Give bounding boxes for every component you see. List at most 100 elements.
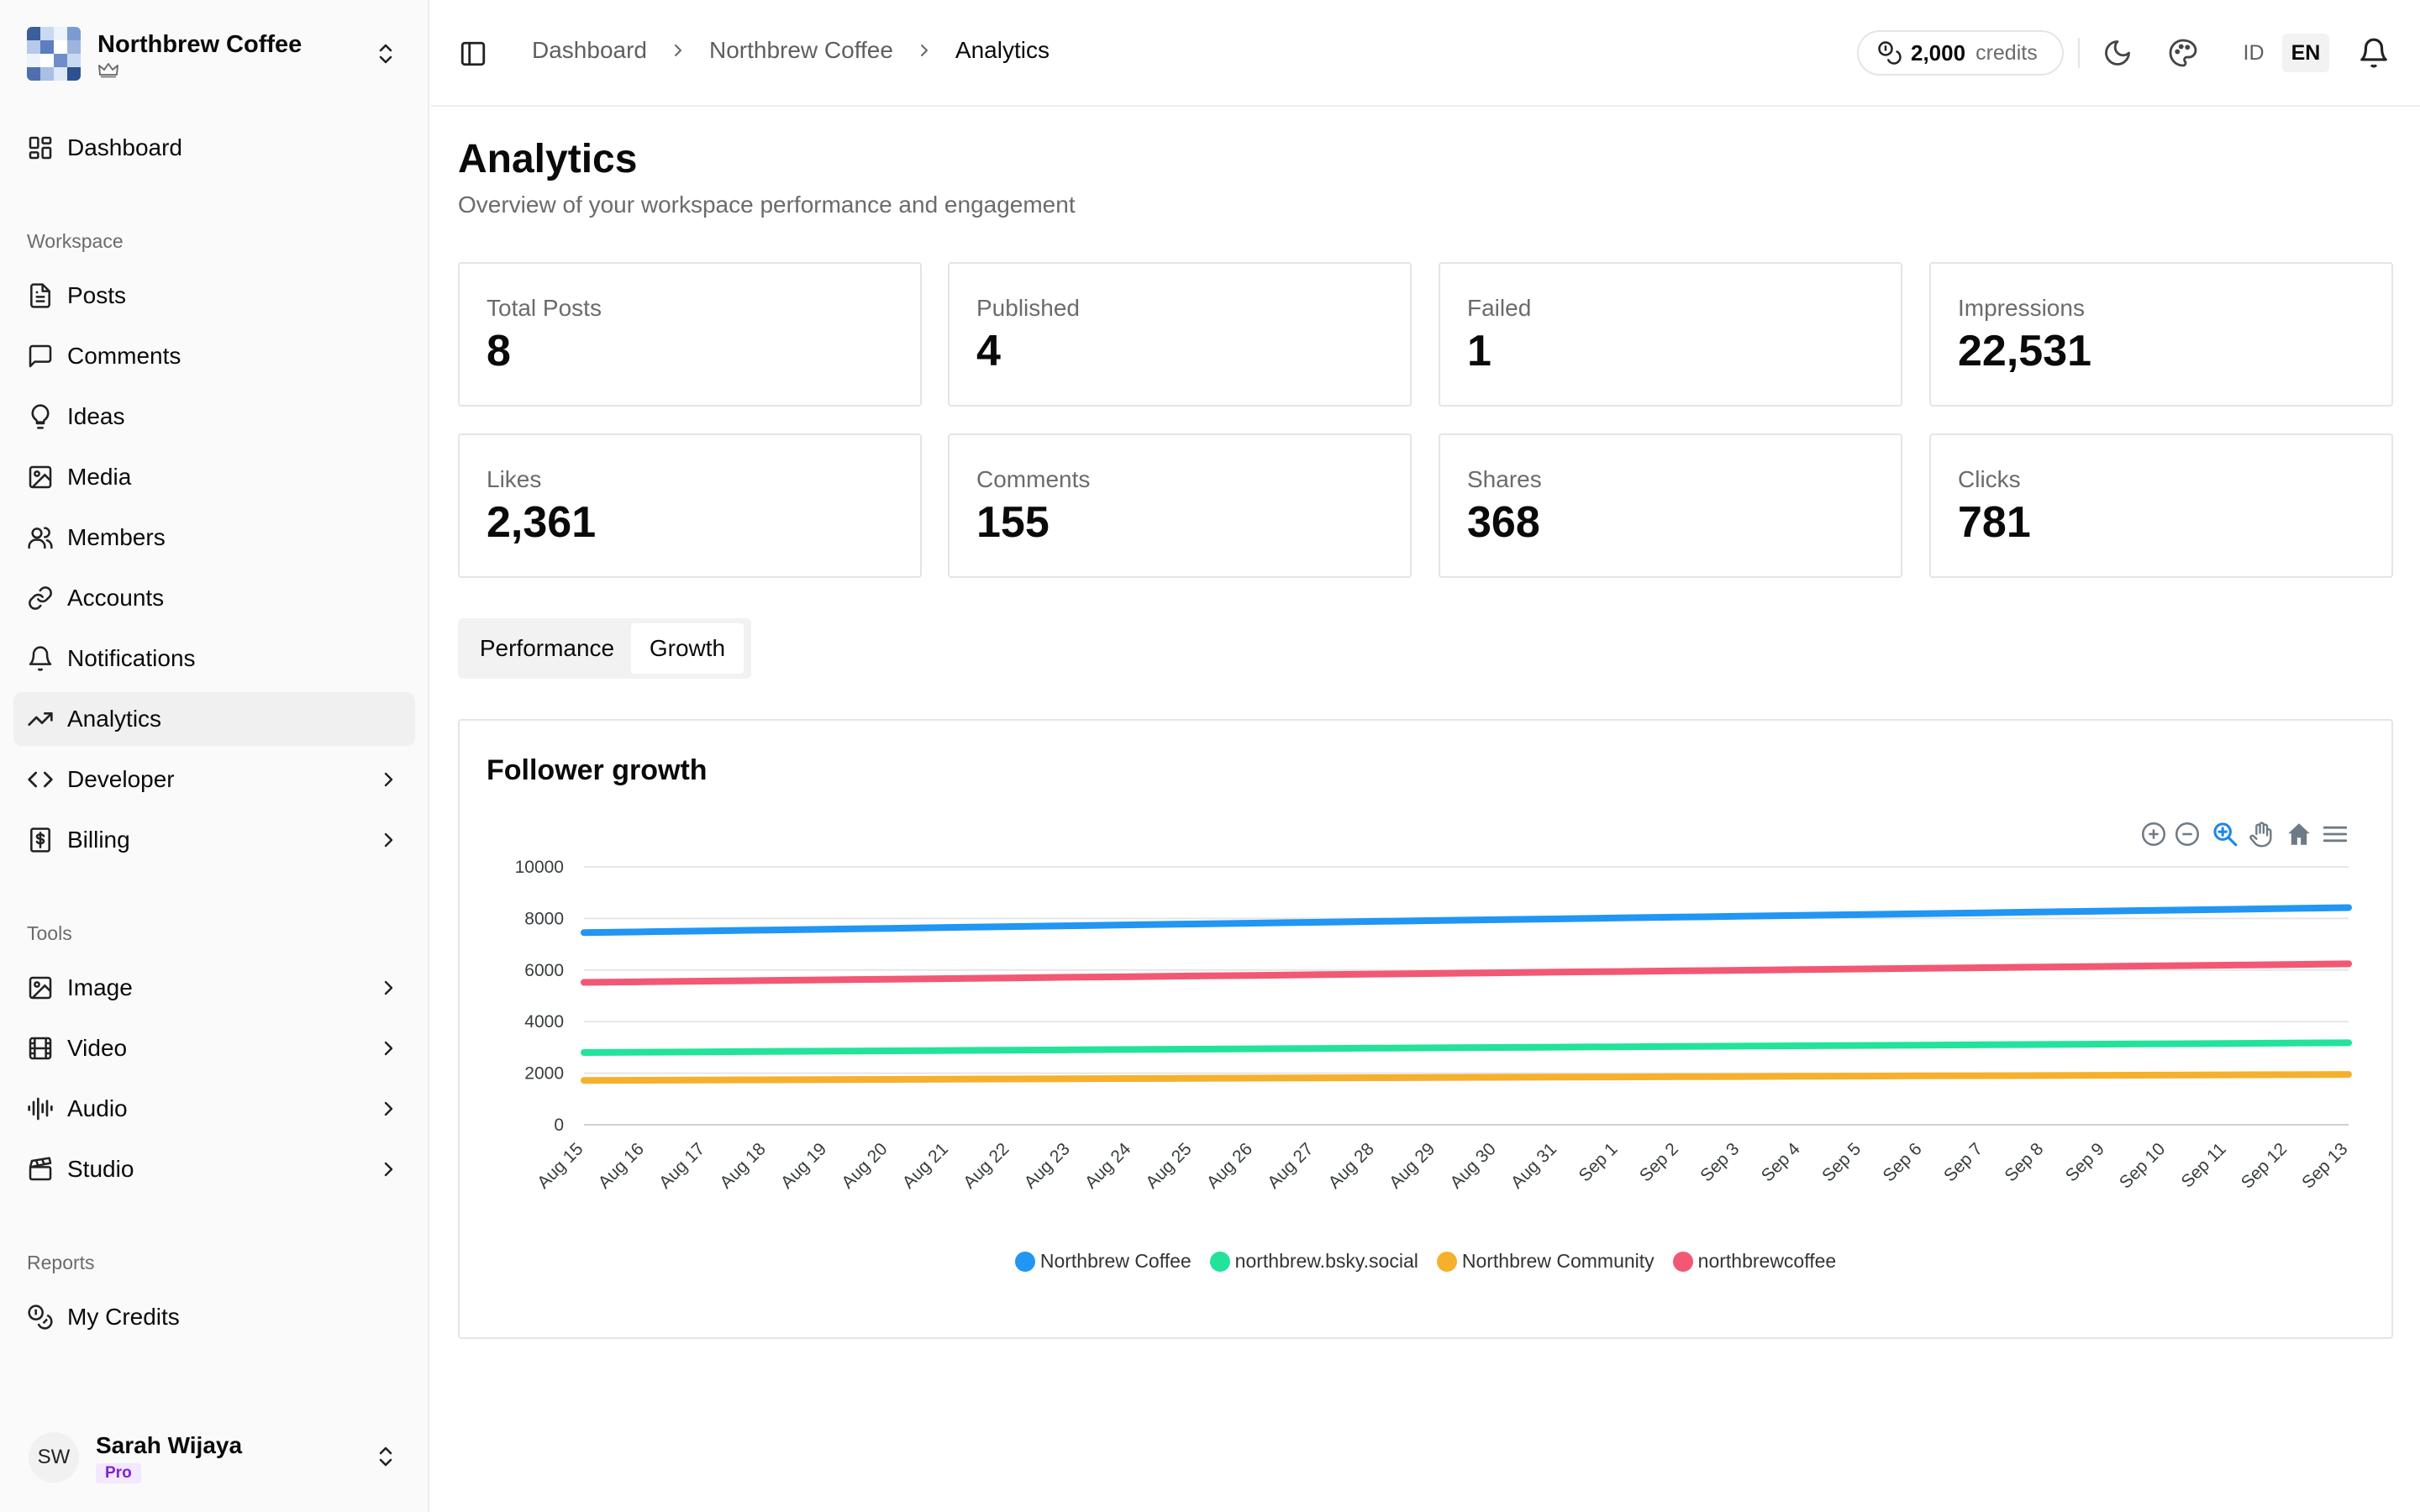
sidebar-item-members[interactable]: Members — [13, 511, 415, 564]
stat-card-shares: Shares 368 — [1439, 433, 1902, 578]
sidebar-item-media[interactable]: Media — [13, 450, 415, 504]
user-menu[interactable]: SW Sarah Wijaya Pro — [13, 1420, 415, 1495]
tab-performance[interactable]: Performance — [479, 635, 615, 661]
credits-amount: 2,000 — [1911, 39, 1966, 66]
top-bar: Dashboard Northbrew Coffee Analytics 2,0… — [431, 0, 2420, 107]
coins-icon — [28, 1305, 53, 1330]
stat-value: 155 — [976, 498, 1050, 547]
language-en[interactable]: EN — [2282, 34, 2329, 72]
sidebar-item-comments[interactable]: Comments — [13, 329, 415, 383]
bell-icon[interactable] — [2358, 37, 2390, 69]
x-tick-label: Aug 25 — [1142, 1139, 1195, 1192]
palette-icon[interactable] — [2168, 38, 2198, 68]
coins-icon — [1878, 41, 1902, 65]
workspace-switcher[interactable]: Northbrew Coffee — [13, 17, 415, 91]
zoom-in-icon[interactable] — [2139, 820, 2168, 848]
stat-card-likes: Likes 2,361 — [458, 433, 922, 578]
x-tick-label: Aug 20 — [838, 1139, 891, 1192]
legend-item[interactable]: northbrew.bsky.social — [1209, 1250, 1418, 1273]
sidebar-item-label: Video — [67, 1035, 128, 1061]
audio-lines-icon — [28, 1097, 53, 1121]
breadcrumb-dashboard[interactable]: Dashboard — [532, 37, 647, 63]
page-title: Analytics — [458, 137, 638, 181]
nav-dashboard[interactable]: Dashboard — [13, 121, 415, 175]
reset-home-icon[interactable] — [2285, 820, 2313, 848]
stat-label: Comments — [976, 466, 1091, 492]
x-tick-label: Sep 9 — [2062, 1139, 2108, 1185]
x-tick-label: Sep 3 — [1697, 1139, 1743, 1185]
menu-icon[interactable] — [2321, 820, 2349, 848]
sidebar-item-posts[interactable]: Posts — [13, 269, 415, 323]
x-tick-label: Aug 31 — [1507, 1139, 1560, 1192]
sidebar-item-accounts[interactable]: Accounts — [13, 571, 415, 625]
sidebar-item-analytics[interactable]: Analytics — [13, 692, 415, 746]
y-tick-label: 10000 — [515, 858, 564, 877]
sidebar-item-notifications[interactable]: Notifications — [13, 632, 415, 685]
pan-hand-icon[interactable] — [2247, 820, 2275, 848]
y-tick-label: 4000 — [524, 1012, 564, 1032]
layout-dashboard-icon — [29, 136, 52, 160]
legend-item[interactable]: Northbrew Coffee — [1014, 1250, 1192, 1273]
x-tick-label: Aug 30 — [1446, 1139, 1499, 1192]
legend-item[interactable]: northbrewcoffee — [1672, 1250, 1836, 1273]
legend-label: northbrew.bsky.social — [1234, 1250, 1418, 1272]
stat-card-clicks: Clicks 781 — [1929, 433, 2393, 578]
legend-label: Northbrew Coffee — [1039, 1250, 1192, 1272]
sidebar-item-label: Comments — [67, 343, 182, 369]
language-id[interactable]: ID — [2243, 40, 2265, 65]
sidebar-item-ideas[interactable]: Ideas — [13, 390, 415, 444]
y-tick-label: 2000 — [524, 1064, 564, 1084]
stat-label: Published — [976, 295, 1080, 321]
tab-growth[interactable]: Growth — [631, 623, 744, 674]
x-tick-label: Sep 11 — [2177, 1139, 2229, 1191]
section-label-tools: Tools — [27, 922, 72, 944]
code-icon — [28, 771, 53, 788]
zoom-selection-icon[interactable] — [2211, 820, 2239, 848]
avatar: SW — [29, 1432, 79, 1483]
stat-label: Shares — [1467, 466, 1542, 492]
legend-item[interactable]: Northbrew Community — [1436, 1250, 1655, 1273]
sidebar-item-label: Studio — [67, 1156, 134, 1182]
sidebar-item-label: Ideas — [67, 403, 125, 429]
x-tick-label: Sep 5 — [1818, 1139, 1865, 1185]
breadcrumb-workspace[interactable]: Northbrew Coffee — [708, 37, 893, 63]
breadcrumb: Dashboard Northbrew Coffee Analytics — [532, 37, 1050, 64]
film-icon — [29, 1037, 52, 1060]
x-tick-label: Aug 18 — [716, 1139, 769, 1192]
chevron-right-icon — [384, 832, 393, 848]
sidebar-item-my-credits[interactable]: My Credits — [13, 1290, 415, 1344]
chevron-right-icon — [384, 1162, 393, 1177]
sidebar-item-billing[interactable]: Billing — [13, 813, 415, 867]
chevrons-up-down-icon — [379, 1446, 392, 1467]
sidebar-item-label: Accounts — [67, 585, 165, 611]
credits-button[interactable]: 2,000 credits — [1857, 30, 2064, 76]
sidebar-item-developer[interactable]: Developer — [13, 753, 415, 806]
x-tick-label: Aug 26 — [1203, 1139, 1256, 1192]
sidebar-item-label: Developer — [67, 766, 175, 792]
sidebar-item-label: My Credits — [67, 1304, 180, 1330]
sidebar-toggle-icon[interactable] — [459, 39, 487, 68]
sidebar: Northbrew Coffee Dashboard Workspace Pos… — [0, 0, 429, 1512]
sidebar-item-video[interactable]: Video — [13, 1021, 415, 1075]
crown-icon — [98, 63, 118, 78]
plan-badge: Pro — [96, 1463, 141, 1483]
stat-card-failed: Failed 1 — [1439, 262, 1902, 407]
zoom-out-icon[interactable] — [2173, 820, 2202, 848]
stat-label: Total Posts — [487, 295, 602, 321]
stat-value: 1 — [1467, 327, 1491, 375]
link-icon — [29, 586, 52, 610]
stat-value: 4 — [976, 327, 1001, 375]
analytics-tabs: Performance Growth — [458, 618, 751, 679]
sidebar-item-studio[interactable]: Studio — [13, 1142, 415, 1196]
credits-label: credits — [1975, 40, 2038, 65]
sidebar-item-audio[interactable]: Audio — [13, 1082, 415, 1136]
moon-icon[interactable] — [2102, 38, 2133, 68]
stat-label: Clicks — [1958, 466, 2021, 492]
stat-card-published: Published 4 — [948, 262, 1412, 407]
x-tick-label: Sep 12 — [2238, 1139, 2291, 1192]
stat-label: Failed — [1467, 295, 1532, 321]
sidebar-item-image[interactable]: Image — [13, 961, 415, 1015]
bell-icon — [29, 646, 52, 671]
chart-title: Follower growth — [487, 754, 708, 786]
y-tick-label: 8000 — [524, 909, 564, 928]
